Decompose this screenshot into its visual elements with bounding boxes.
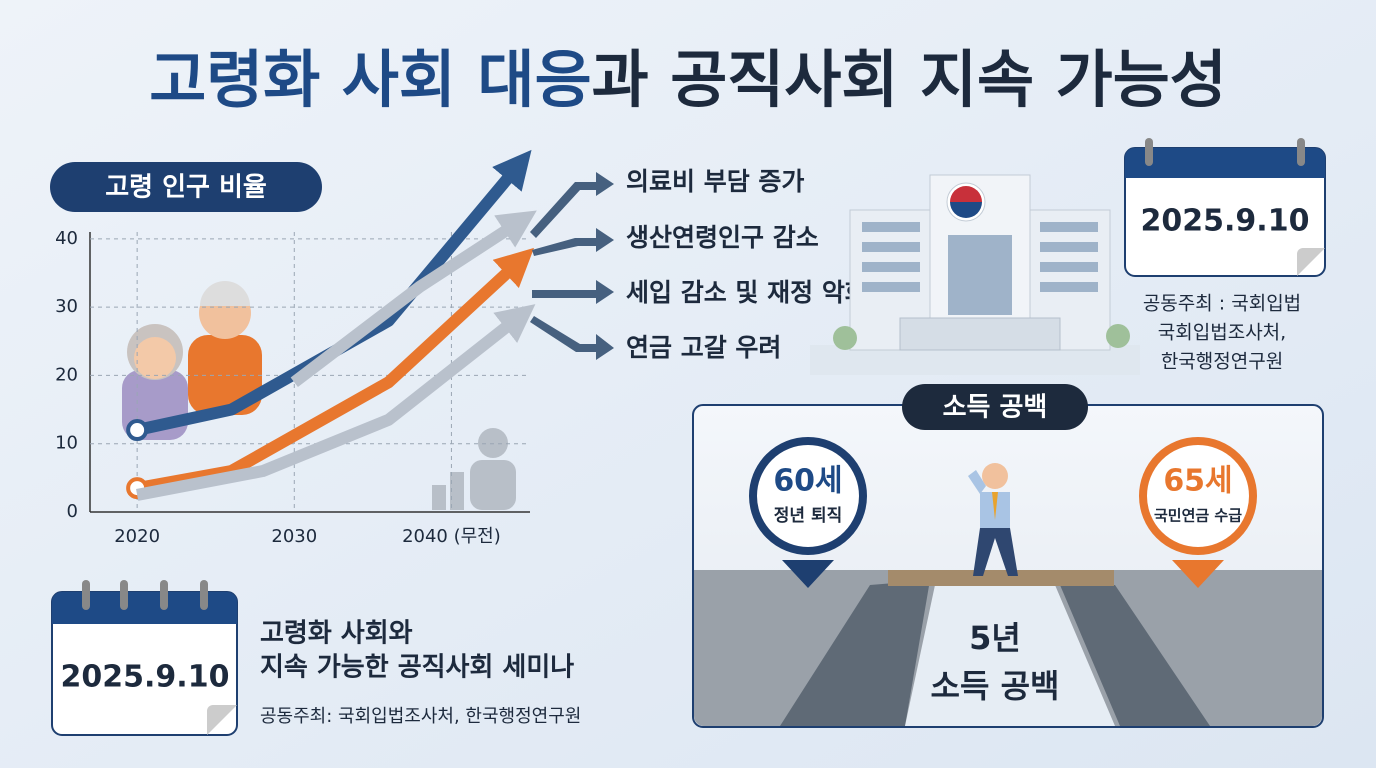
seminar-date: 2025.9.10 (61, 660, 230, 695)
y-tick-label: 20 (55, 364, 78, 385)
impact-label: 연금 고갈 우려 (626, 333, 781, 362)
cohost-line: 국회입법조사처, (1158, 322, 1286, 344)
government-building (810, 174, 1140, 375)
pension-age: 65세 (1163, 464, 1232, 499)
y-tick-label: 0 (67, 501, 78, 522)
page-title: 고령화 사회 대응과 공직사회 지속 가능성 (149, 43, 1227, 116)
title-highlight: 고령화 사회 대응 (149, 43, 591, 116)
x-tick-label: 2030 (271, 526, 317, 547)
retire-label: 정년 퇴직 (774, 506, 842, 526)
series-line (136, 247, 535, 495)
worried-person (968, 463, 1018, 576)
cohost-line: 한국행정연구원 (1161, 351, 1283, 373)
pension-pin (1139, 437, 1257, 588)
event-date: 2025.9.10 (1141, 204, 1310, 239)
gap-label: 소득 공백 (931, 667, 1060, 705)
calendar-bottom (51, 580, 238, 736)
x-tick-label: 2040 (무전) (402, 526, 501, 547)
x-tick-label: 2020 (114, 526, 160, 547)
series-start-point (126, 419, 149, 442)
retire-age: 60세 (773, 464, 842, 499)
cohost-line: 공동주최 : 국회입법 (1143, 293, 1301, 315)
series-line (290, 210, 537, 388)
growth-icon (432, 428, 516, 510)
panel-title: 소득 공백 (943, 393, 1048, 423)
calendar-top (1124, 138, 1326, 277)
seminar-cohost: 공동주최: 국회입법조사처, 한국행정연구원 (260, 706, 581, 727)
series-line (136, 304, 536, 501)
y-tick-label: 30 (55, 296, 78, 317)
impact-label: 세입 감소 및 재정 악화 (626, 278, 868, 307)
chart-title-pill (50, 162, 322, 212)
impact-label: 생산연령인구 감소 (626, 223, 819, 252)
title-rest: 과 공직사회 지속 가능성 (592, 43, 1227, 116)
elderly-illustration (122, 281, 262, 440)
impact-arrows (530, 172, 614, 360)
seminar-title: 고령화 사회와 (260, 619, 413, 649)
retire-pin (749, 437, 867, 588)
impact-label: 의료비 부담 증가 (626, 167, 804, 196)
gap-years: 5년 (969, 619, 1021, 657)
y-tick-label: 40 (55, 228, 78, 249)
seminar-title: 지속 가능한 공직사회 세미나 (260, 653, 574, 683)
y-tick-label: 10 (55, 433, 78, 454)
pension-label: 국민연금 수급 (1154, 507, 1242, 525)
chart-title: 고령 인구 비율 (105, 173, 267, 203)
